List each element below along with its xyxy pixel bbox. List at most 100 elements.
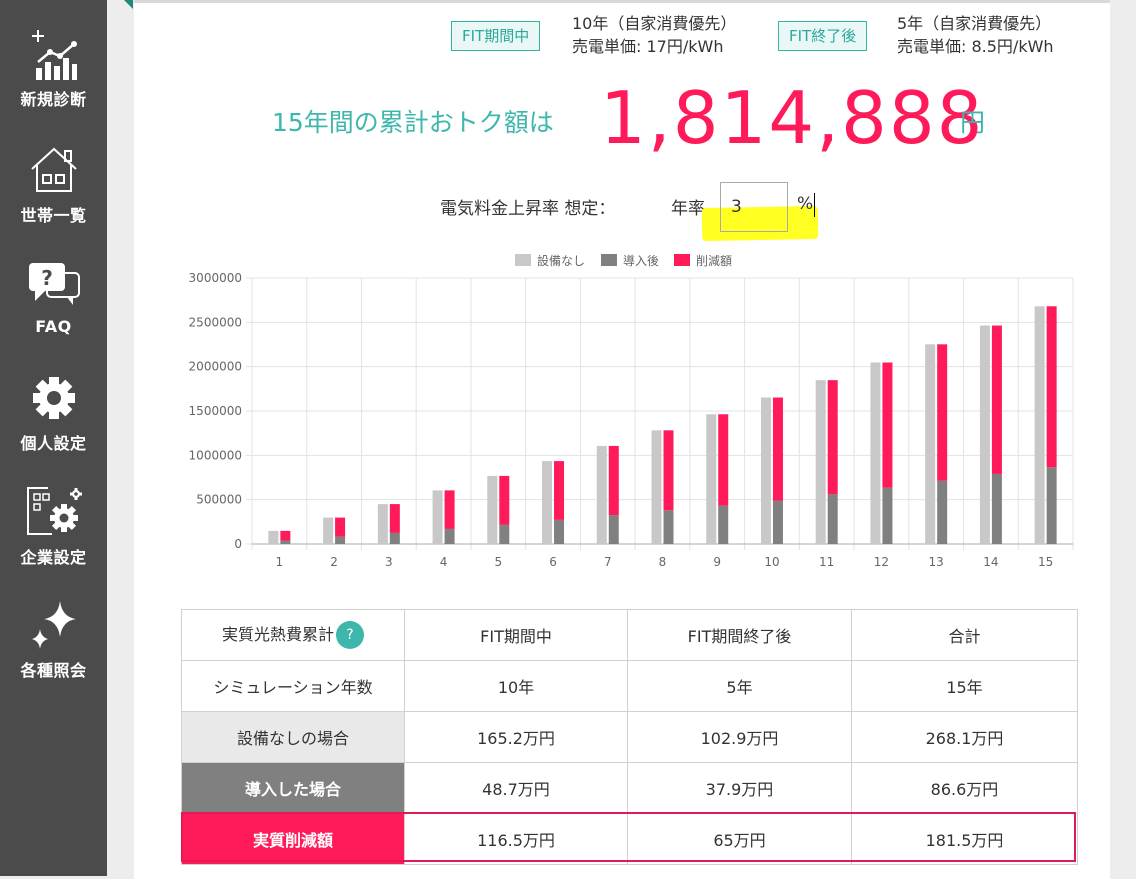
fit-during-price: 売電単価: 17円/kWh: [572, 37, 724, 56]
nav-household-list[interactable]: 世帯一覧: [0, 142, 107, 247]
bar-after-install: [772, 500, 783, 544]
bar-savings: [280, 530, 291, 541]
bar-after-install: [280, 540, 291, 544]
y-tick-label: 2000000: [189, 360, 242, 374]
y-tick-label: 3000000: [189, 271, 242, 285]
bar-savings: [663, 430, 674, 511]
corner-marker: [124, 0, 133, 9]
x-tick-label: 12: [874, 555, 889, 569]
table-row-installed: 導入した場合 48.7万円 37.9万円 86.6万円: [181, 762, 1078, 814]
x-tick-label: 8: [659, 555, 667, 569]
fit-after-price: 売電単価: 8.5円/kWh: [897, 37, 1054, 56]
x-tick-label: 11: [819, 555, 834, 569]
savings-total-amount: 1,814,888: [600, 76, 985, 160]
header-cell: FIT期間終了後: [627, 609, 852, 661]
nav-faq[interactable]: ? FAQ: [0, 257, 107, 362]
nav-label: 個人設定: [20, 434, 87, 453]
bar-no-equipment: [432, 490, 443, 544]
bar-savings: [718, 414, 729, 506]
table-row-savings: 実質削減額 116.5万円 65万円 181.5万円: [181, 813, 1078, 865]
bar-no-equipment: [760, 397, 771, 544]
rate-input[interactable]: [720, 182, 788, 232]
bar-savings: [991, 325, 1002, 474]
bar-savings: [554, 461, 565, 520]
table-cell: 102.9万円: [627, 711, 852, 763]
legend-swatch: [674, 254, 690, 266]
bar-savings: [882, 362, 893, 488]
bar-savings: [827, 380, 838, 495]
bar-no-equipment: [979, 325, 990, 544]
legend-label: 設備なし: [537, 253, 585, 268]
sidebar: 新規診断 世帯一覧 ? FAQ: [0, 0, 107, 876]
rate-increase-label: 電気料金上昇率 想定：: [440, 199, 616, 219]
bar-savings: [937, 344, 948, 481]
sparkle-icon: [26, 597, 82, 653]
table-cell: 181.5万円: [851, 813, 1078, 865]
faq-speech-bubble-icon: ?: [26, 257, 82, 313]
bar-after-install: [499, 524, 510, 544]
header-cell: 合計: [851, 609, 1078, 661]
header-cell: 実質光熱費累計?: [181, 609, 405, 661]
table-cell: 65万円: [627, 813, 852, 865]
nav-inquiries[interactable]: 各種照会: [0, 597, 107, 702]
nav-new-diagnosis[interactable]: 新規診断: [0, 26, 107, 131]
legend-label: 削減額: [696, 253, 732, 268]
x-tick-label: 10: [764, 555, 779, 569]
header-label: 実質光熱費累計: [221, 624, 334, 644]
bar-no-equipment: [596, 445, 607, 544]
nav-label: FAQ: [35, 317, 72, 336]
bar-after-install: [389, 532, 400, 544]
row-label: 実質削減額: [181, 813, 405, 865]
cumulative-cost-chart: 0 500000 1000000 1500000 2000000 2500000 30000…: [189, 253, 1074, 569]
bar-after-install: [554, 519, 565, 544]
table-cell: 116.5万円: [404, 813, 628, 865]
bar-after-install: [335, 536, 346, 544]
svg-text:?: ?: [41, 266, 53, 290]
bar-no-equipment: [870, 362, 881, 544]
text-cursor: [814, 193, 815, 217]
y-tick-label: 0: [234, 537, 242, 551]
fit-during-period: 10年（自家消費優先）: [572, 14, 737, 33]
x-tick-label: 2: [330, 555, 338, 569]
x-tick-label: 1: [276, 555, 284, 569]
bar-after-install: [1046, 467, 1057, 544]
bar-after-install: [663, 510, 674, 544]
table-cell: 268.1万円: [851, 711, 1078, 763]
bar-no-equipment: [542, 461, 553, 544]
fit-after-period: 5年（自家消費優先）: [897, 14, 1052, 33]
row-label: シミュレーション年数: [181, 660, 405, 712]
fit-during-info: 10年（自家消費優先） 売電単価: 17円/kWh: [572, 12, 736, 58]
gear-icon: [26, 370, 82, 426]
nav-company-settings[interactable]: 企業設定: [0, 484, 107, 589]
bar-after-install: [882, 487, 893, 544]
table-cell: 37.9万円: [627, 762, 852, 814]
bar-savings: [335, 517, 346, 537]
house-icon: [26, 142, 82, 198]
bar-no-equipment: [651, 430, 662, 544]
nav-personal-settings[interactable]: 個人設定: [0, 370, 107, 475]
y-tick-label: 500000: [196, 493, 242, 507]
fit-after-info: 5年（自家消費優先） 売電単価: 8.5円/kWh: [897, 12, 1054, 58]
bar-after-install: [444, 528, 455, 544]
header-cell: FIT期間中: [404, 609, 628, 661]
y-tick-label: 1000000: [189, 448, 242, 462]
bar-no-equipment: [487, 475, 498, 544]
bar-after-install: [608, 515, 619, 544]
bar-after-install: [827, 494, 838, 544]
x-tick-label: 4: [440, 555, 448, 569]
table-cell: 86.6万円: [851, 762, 1078, 814]
savings-unit: 円: [960, 108, 986, 137]
legend-swatch: [601, 254, 617, 266]
x-tick-label: 3: [385, 555, 393, 569]
new-diagnosis-chart-icon: [26, 26, 82, 82]
x-tick-label: 7: [604, 555, 612, 569]
table-cell: 48.7万円: [404, 762, 628, 814]
x-tick-label: 15: [1038, 555, 1053, 569]
bar-no-equipment: [706, 414, 717, 544]
nav-label: 企業設定: [20, 548, 87, 567]
nav-label: 世帯一覧: [20, 206, 87, 225]
x-tick-label: 14: [983, 555, 998, 569]
row-label: 導入した場合: [181, 762, 405, 814]
help-icon[interactable]: ?: [336, 621, 364, 650]
x-tick-label: 13: [929, 555, 944, 569]
